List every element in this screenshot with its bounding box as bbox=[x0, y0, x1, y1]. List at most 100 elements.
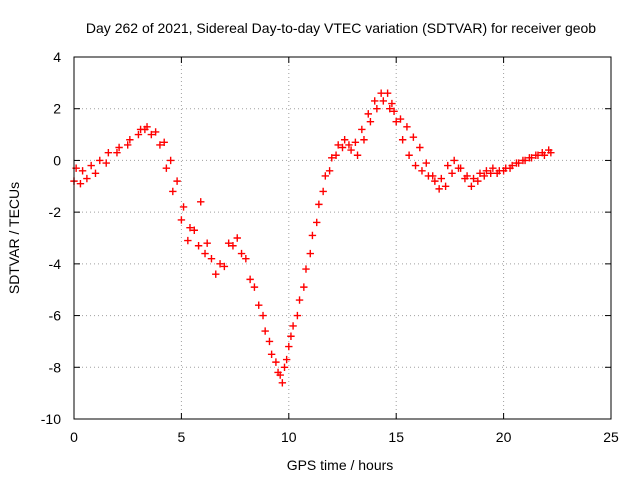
data-point bbox=[532, 151, 540, 159]
data-point bbox=[229, 242, 237, 250]
data-point bbox=[313, 218, 321, 227]
series-1 bbox=[72, 97, 553, 379]
data-point bbox=[295, 296, 304, 304]
axis-ticks bbox=[73, 56, 612, 420]
data-point bbox=[366, 117, 375, 126]
data-point bbox=[429, 172, 437, 180]
data-point bbox=[102, 159, 110, 167]
data-point bbox=[287, 332, 295, 340]
data-point bbox=[285, 342, 293, 351]
data-point bbox=[78, 167, 87, 175]
data-point bbox=[113, 148, 121, 157]
data-point bbox=[461, 174, 469, 183]
data-point bbox=[441, 182, 450, 190]
data-point bbox=[203, 239, 211, 247]
x-tick-label: 10 bbox=[281, 429, 297, 445]
data-point bbox=[166, 156, 175, 165]
data-point bbox=[405, 151, 413, 159]
data-point bbox=[409, 133, 418, 141]
data-point bbox=[115, 143, 123, 152]
data-point bbox=[467, 182, 476, 190]
data-point bbox=[525, 154, 534, 162]
data-point bbox=[340, 136, 349, 144]
data-point bbox=[431, 177, 439, 185]
data-point bbox=[289, 322, 297, 330]
data-point bbox=[506, 164, 514, 172]
y-axis-label: SDTVAR / TECUs bbox=[6, 182, 22, 294]
data-point bbox=[347, 146, 355, 154]
data-marks bbox=[70, 89, 555, 387]
y-tick-label: 2 bbox=[53, 101, 61, 117]
data-point bbox=[282, 355, 291, 364]
data-point bbox=[83, 174, 91, 183]
data-point bbox=[403, 123, 411, 131]
data-point bbox=[487, 169, 495, 178]
data-point bbox=[233, 234, 241, 242]
y-tick-label: -8 bbox=[49, 359, 62, 375]
data-point bbox=[364, 110, 372, 118]
data-point bbox=[308, 231, 317, 240]
data-point bbox=[519, 156, 527, 165]
y-tick-label: -10 bbox=[41, 411, 61, 427]
data-point bbox=[276, 371, 284, 379]
data-point bbox=[143, 123, 151, 131]
y-tick-label: 0 bbox=[53, 152, 61, 168]
data-point bbox=[173, 177, 181, 185]
data-point bbox=[76, 180, 85, 188]
data-point bbox=[489, 164, 497, 172]
data-point bbox=[96, 156, 104, 165]
data-point bbox=[184, 236, 192, 245]
data-point bbox=[476, 169, 484, 178]
data-point bbox=[444, 161, 452, 170]
data-point bbox=[386, 105, 394, 113]
data-point bbox=[169, 187, 177, 196]
data-point bbox=[207, 254, 216, 263]
x-tick-label: 20 bbox=[496, 429, 512, 445]
data-point bbox=[398, 136, 407, 144]
data-point bbox=[134, 130, 143, 139]
grid bbox=[74, 57, 611, 419]
data-point bbox=[306, 249, 314, 258]
data-point bbox=[435, 185, 443, 193]
data-point bbox=[411, 161, 420, 170]
data-point bbox=[177, 216, 186, 224]
chart-title: Day 262 of 2021, Sidereal Day-to-day VTE… bbox=[86, 20, 596, 36]
data-point bbox=[124, 141, 132, 149]
x-tick-label: 5 bbox=[178, 429, 186, 445]
data-point bbox=[482, 167, 491, 175]
data-point bbox=[450, 156, 458, 165]
data-point bbox=[396, 115, 405, 123]
data-point bbox=[334, 141, 342, 149]
data-point bbox=[220, 262, 229, 271]
data-point bbox=[351, 138, 360, 147]
data-point bbox=[448, 169, 456, 178]
data-point bbox=[91, 169, 100, 178]
data-point bbox=[246, 275, 254, 284]
data-point bbox=[422, 159, 430, 167]
data-point bbox=[87, 161, 95, 170]
data-point bbox=[454, 164, 463, 172]
data-point bbox=[379, 97, 388, 105]
data-point bbox=[392, 117, 400, 126]
data-point bbox=[338, 143, 347, 152]
y-tick-label: -2 bbox=[49, 204, 62, 220]
x-tick-label: 0 bbox=[70, 429, 78, 445]
data-point bbox=[360, 136, 368, 144]
data-point bbox=[319, 187, 327, 196]
data-point bbox=[388, 99, 396, 108]
data-point bbox=[162, 164, 171, 172]
data-point bbox=[371, 97, 379, 105]
data-point bbox=[302, 265, 310, 273]
plot-frame bbox=[73, 56, 612, 420]
data-point bbox=[267, 350, 276, 359]
data-point bbox=[469, 174, 478, 183]
data-point bbox=[480, 172, 488, 180]
data-point bbox=[493, 169, 501, 178]
data-point bbox=[186, 223, 194, 232]
data-point bbox=[278, 379, 287, 387]
y-tick-labels: 4 2 0 -2 -4 -6 -8 -10 bbox=[41, 49, 61, 427]
data-point bbox=[280, 363, 289, 371]
data-point bbox=[390, 107, 398, 115]
data-point bbox=[383, 89, 392, 97]
data-point bbox=[190, 226, 198, 234]
